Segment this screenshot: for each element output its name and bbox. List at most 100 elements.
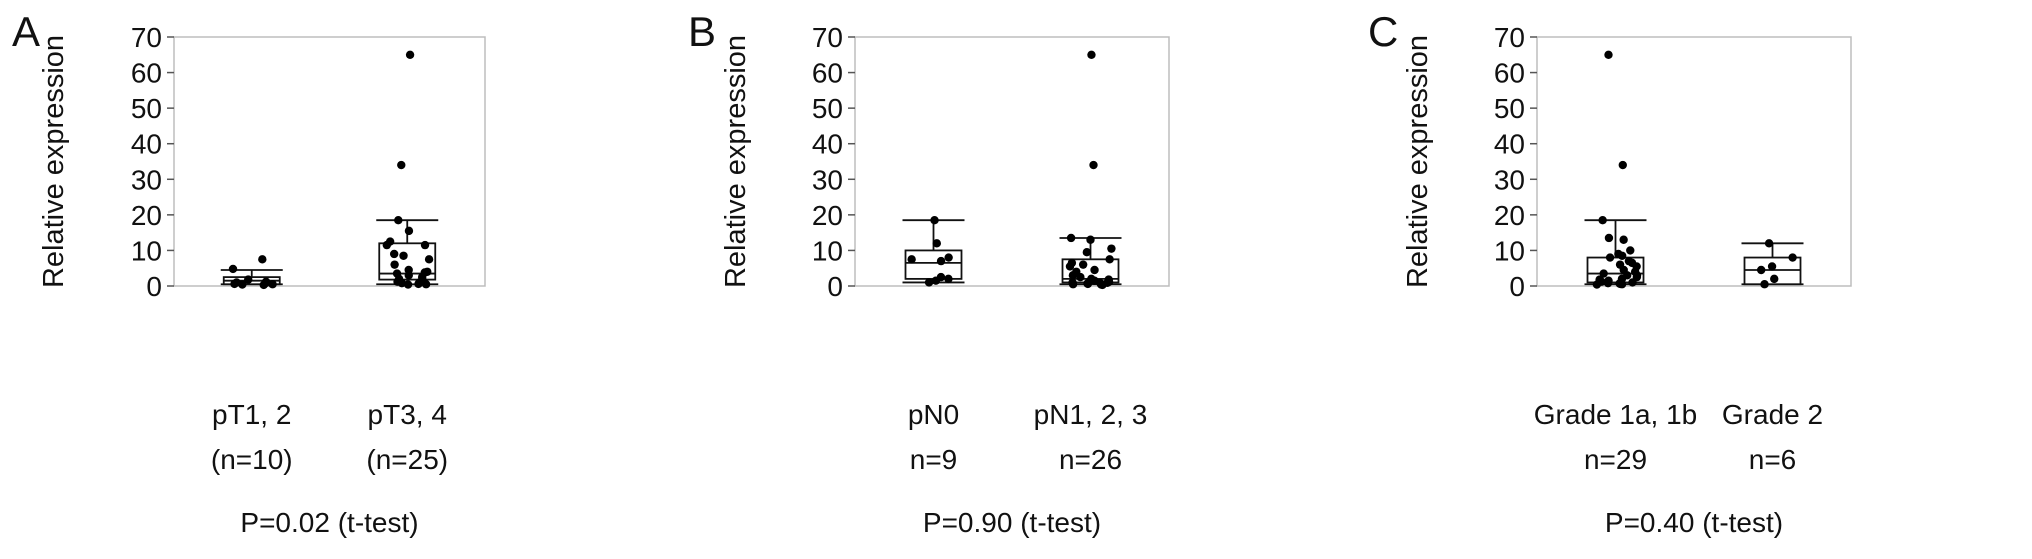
y-axis-title: Relative expression xyxy=(720,35,752,288)
data-point xyxy=(1618,160,1627,170)
sample-size-label: n=6 xyxy=(1749,444,1797,475)
y-tick-label: 0 xyxy=(827,271,843,302)
panel-letter: A xyxy=(12,8,40,55)
data-point xyxy=(1628,278,1637,287)
data-point xyxy=(1767,262,1777,271)
data-point xyxy=(1065,262,1075,271)
data-point xyxy=(259,280,268,290)
box-1 xyxy=(1584,50,1647,289)
data-point xyxy=(1605,253,1615,262)
sample-size-label: (n=10) xyxy=(211,444,293,475)
data-point xyxy=(1617,251,1627,260)
data-point xyxy=(389,249,399,259)
data-point xyxy=(1599,269,1608,278)
data-point xyxy=(1756,265,1766,275)
data-point xyxy=(244,275,253,284)
data-point xyxy=(1788,253,1797,262)
p-value-label: P=0.40 (t-test) xyxy=(1605,507,1783,538)
y-tick-label: 40 xyxy=(131,129,162,160)
data-point xyxy=(936,256,946,266)
data-point xyxy=(399,251,408,260)
data-point xyxy=(390,260,399,269)
data-point xyxy=(1105,255,1114,264)
y-tick-label: 30 xyxy=(1494,164,1525,195)
y-axis-title: Relative expression xyxy=(1402,35,1434,288)
data-point xyxy=(1604,233,1614,243)
plot-frame xyxy=(173,36,486,287)
plot-frame xyxy=(1536,36,1852,287)
y-tick-label: 60 xyxy=(131,58,162,89)
y-tick-label: 0 xyxy=(1509,271,1525,302)
data-point xyxy=(1760,280,1769,289)
box-1 xyxy=(220,255,283,290)
data-point xyxy=(404,271,413,280)
data-point xyxy=(1076,272,1085,282)
y-tick-label: 10 xyxy=(812,235,843,266)
data-point xyxy=(1078,260,1088,269)
panel-c: C 0 10 20 30 40 50 60 70 Relative expression Grade… xyxy=(1368,8,1852,538)
data-point xyxy=(924,278,934,287)
data-point xyxy=(1604,50,1613,59)
data-point xyxy=(1592,280,1602,289)
data-point xyxy=(1086,235,1095,244)
data-point xyxy=(404,226,414,236)
data-point xyxy=(932,239,941,248)
data-point xyxy=(1089,160,1098,170)
y-tick-label: 50 xyxy=(131,93,162,124)
data-point xyxy=(1107,244,1116,253)
sample-size-label: (n=25) xyxy=(366,444,448,475)
plot-frame xyxy=(854,36,1170,287)
panel-letter: B xyxy=(688,8,716,55)
data-point xyxy=(397,160,406,170)
data-point xyxy=(1066,233,1076,243)
sample-size-label: n=29 xyxy=(1584,444,1647,475)
data-point xyxy=(1068,280,1078,289)
data-point xyxy=(421,280,431,289)
y-tick-label: 60 xyxy=(812,58,843,89)
category-label: pT3, 4 xyxy=(368,399,447,430)
data-point xyxy=(944,253,953,262)
y-tick-label: 20 xyxy=(131,200,162,231)
box-2 xyxy=(1741,239,1804,289)
data-point xyxy=(414,279,423,289)
y-tick-label: 40 xyxy=(1494,129,1525,160)
panel-b: B 0 10 20 30 40 50 60 70 Relative expression pN0 n=… xyxy=(688,8,1170,538)
data-point xyxy=(907,255,916,264)
y-tick-label: 30 xyxy=(812,164,843,195)
data-point xyxy=(1087,50,1096,59)
data-point xyxy=(268,280,277,289)
data-point xyxy=(1619,235,1628,244)
y-tick-label: 50 xyxy=(812,93,843,124)
y-tick-label: 70 xyxy=(131,22,162,53)
p-value-label: P=0.02 (t-test) xyxy=(240,507,418,538)
category-label: pT1, 2 xyxy=(212,399,291,430)
category-label: pN1, 2, 3 xyxy=(1034,399,1148,430)
data-point xyxy=(1068,271,1078,280)
y-axis-title: Relative expression xyxy=(38,35,70,288)
data-point xyxy=(258,255,267,264)
y-tick-label: 50 xyxy=(1494,93,1525,124)
data-point xyxy=(1598,215,1607,225)
p-value-label: P=0.90 (t-test) xyxy=(923,507,1101,538)
data-point xyxy=(930,215,939,225)
y-tick-label: 70 xyxy=(1494,22,1525,53)
box-1 xyxy=(902,215,965,287)
data-point xyxy=(1098,280,1107,290)
panel-letter: C xyxy=(1368,8,1398,55)
data-point xyxy=(1090,265,1099,275)
data-point xyxy=(230,279,239,289)
data-point xyxy=(931,276,941,285)
data-point xyxy=(1083,279,1093,289)
data-point xyxy=(394,215,403,225)
y-tick-label: 40 xyxy=(812,129,843,160)
data-point xyxy=(403,280,413,289)
category-label: pN0 xyxy=(908,399,959,430)
data-point xyxy=(228,264,238,274)
y-tick-label: 70 xyxy=(812,22,843,53)
data-point xyxy=(1603,278,1613,288)
box-2 xyxy=(1059,50,1122,290)
data-point xyxy=(1764,239,1774,248)
sample-size-label: n=9 xyxy=(910,444,958,475)
data-point xyxy=(420,240,430,250)
